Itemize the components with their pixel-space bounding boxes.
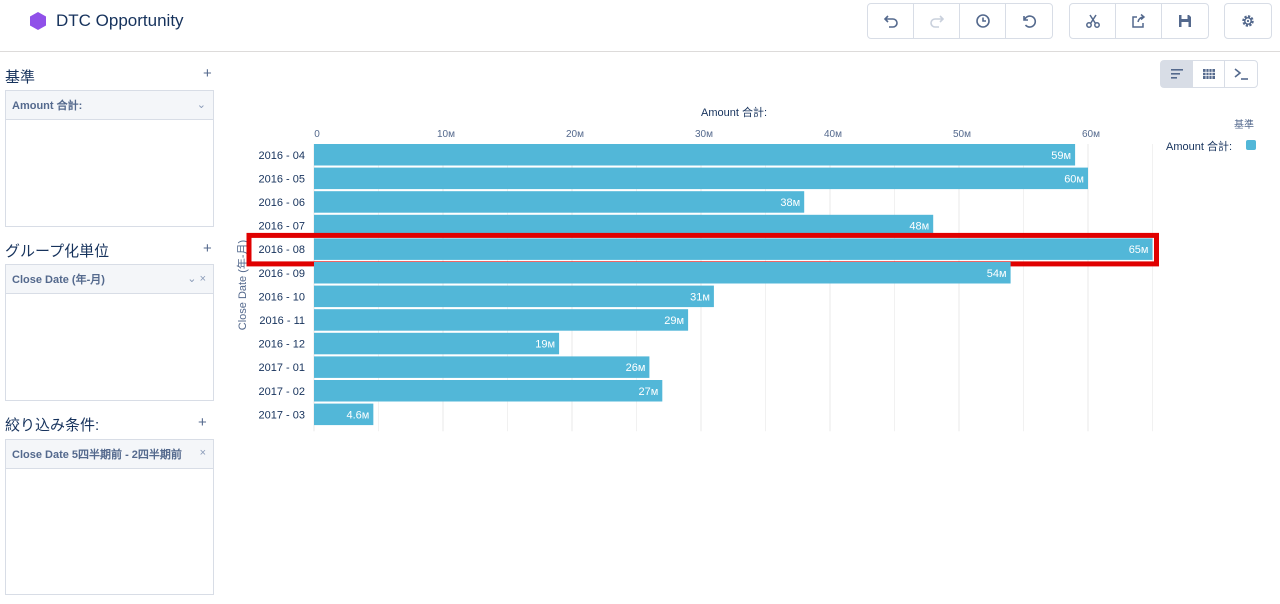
measure-pill-label: Amount 合計:: [12, 100, 83, 112]
edit-button-group: [1069, 3, 1209, 39]
bar-value-label: 60м: [1064, 173, 1084, 185]
measure-pill[interactable]: Amount 合計: ⌄: [6, 91, 213, 120]
bar[interactable]: [314, 309, 689, 331]
filter-pill[interactable]: Close Date 5四半期前 - 2四半期前 ×: [6, 440, 213, 469]
scissors-icon: [1085, 14, 1100, 28]
x-tick-label: 10м: [437, 129, 455, 140]
history-icon: [975, 14, 990, 28]
bar-value-label: 19м: [535, 339, 555, 351]
chevron-down-icon[interactable]: ⌄: [196, 99, 206, 111]
y-tick-label: 2016 - 04: [259, 150, 305, 162]
y-tick-label: 2016 - 08: [259, 244, 305, 256]
gear-icon: [1242, 15, 1254, 27]
reset-button[interactable]: [1006, 4, 1052, 38]
x-tick-label: 20м: [566, 129, 584, 140]
bar-value-label: 65м: [1129, 244, 1149, 256]
y-tick-label: 2016 - 11: [259, 315, 305, 327]
bar[interactable]: [314, 214, 934, 237]
y-axis-title: Close Date (年-月): [235, 240, 249, 330]
x-axis-title: Amount 合計:: [701, 105, 767, 119]
bar-value-label: 54м: [987, 268, 1007, 280]
grouping-pill-label: Close Date (年-月): [12, 274, 105, 286]
y-tick-label: 2017 - 01: [259, 362, 305, 374]
filters-box: Close Date 5四半期前 - 2四半期前 ×: [5, 439, 214, 595]
add-measure-button[interactable]: +: [203, 65, 212, 82]
cut-button[interactable]: [1070, 4, 1116, 38]
filters-title: 絞り込み条件:: [5, 417, 100, 434]
groupings-box: Close Date (年-月) ⌄ ×: [5, 264, 214, 401]
grouping-pill-controls[interactable]: ⌄ ×: [187, 273, 206, 285]
redo-button[interactable]: [914, 4, 960, 38]
settings-button-group: [1224, 3, 1272, 39]
y-tick-label: 2016 - 12: [259, 339, 305, 351]
y-tick-label: 2017 - 02: [259, 386, 305, 398]
bar[interactable]: [314, 262, 1011, 284]
reset-icon: [1023, 15, 1037, 28]
settings-button[interactable]: [1225, 4, 1271, 38]
bar[interactable]: [314, 191, 805, 213]
app-header: DTC Opportunity: [0, 0, 1280, 52]
add-filter-button[interactable]: +: [198, 414, 207, 431]
bar-chart: Amount 合計: 0 10м 20м 30м 40м 50м 60м Close Date …: [235, 105, 1159, 432]
bar[interactable]: [314, 144, 1076, 166]
y-tick-label: 2016 - 09: [259, 268, 305, 280]
history-button-group: [867, 3, 1053, 39]
share-button[interactable]: [1116, 4, 1162, 38]
add-grouping-button[interactable]: +: [203, 240, 212, 257]
legend-label: Amount 合計:: [1166, 141, 1233, 153]
filter-pill-label: Close Date 5四半期前 - 2四半期前: [12, 449, 182, 461]
bar[interactable]: [314, 285, 714, 308]
x-tick-label: 50м: [953, 129, 971, 140]
bar[interactable]: [314, 356, 650, 378]
redo-icon: [929, 15, 944, 28]
bar-value-label: 59м: [1051, 150, 1071, 162]
bar[interactable]: [314, 403, 374, 426]
table-view-button[interactable]: [1193, 61, 1225, 87]
share-icon: [1131, 13, 1145, 28]
y-tick-label: 2016 - 10: [259, 291, 305, 303]
query-view-button[interactable]: [1225, 61, 1257, 87]
bar-value-label: 29м: [664, 315, 684, 327]
history-button[interactable]: [960, 4, 1006, 38]
bar-chart-icon: [1170, 69, 1183, 79]
x-tick-label: 60м: [1082, 129, 1100, 140]
grouping-pill[interactable]: Close Date (年-月) ⌄ ×: [6, 265, 213, 294]
y-tick-label: 2017 - 03: [259, 409, 305, 421]
bar-value-label: 26м: [626, 362, 646, 374]
y-tick-label: 2016 - 07: [259, 221, 305, 233]
bar[interactable]: [314, 238, 1153, 260]
measures-title: 基準: [5, 69, 36, 86]
bar-value-label: 4.6м: [346, 409, 369, 421]
groupings-title: グループ化単位: [5, 243, 110, 260]
table-icon: [1202, 69, 1215, 79]
bar[interactable]: [314, 167, 1088, 190]
y-tick-label: 2016 - 06: [259, 197, 305, 209]
bar-value-label: 48м: [909, 221, 929, 233]
page-title: DTC Opportunity: [56, 11, 184, 30]
bar-value-label: 38м: [780, 197, 800, 209]
legend-swatch[interactable]: [1246, 140, 1256, 150]
save-button[interactable]: [1162, 4, 1208, 38]
measures-box: Amount 合計: ⌄: [5, 90, 214, 227]
x-tick-label: 30м: [695, 129, 713, 140]
bar[interactable]: [314, 332, 560, 355]
bar-value-label: 31м: [690, 291, 710, 303]
bar-chart-view-button[interactable]: [1161, 61, 1193, 87]
x-tick-label: 40м: [824, 129, 842, 140]
save-icon: [1179, 15, 1191, 27]
undo-icon: [883, 15, 898, 28]
chart-type-switcher: [1160, 60, 1258, 88]
undo-button[interactable]: [868, 4, 914, 38]
legend-title: 基準: [1234, 120, 1254, 131]
bar-value-label: 27м: [638, 386, 658, 398]
hexagon-icon: [30, 12, 46, 30]
terminal-icon: [1234, 68, 1248, 80]
bar[interactable]: [314, 380, 663, 402]
y-tick-label: 2016 - 05: [259, 173, 305, 185]
close-icon[interactable]: ×: [199, 447, 206, 459]
x-tick-label: 0: [314, 129, 320, 140]
